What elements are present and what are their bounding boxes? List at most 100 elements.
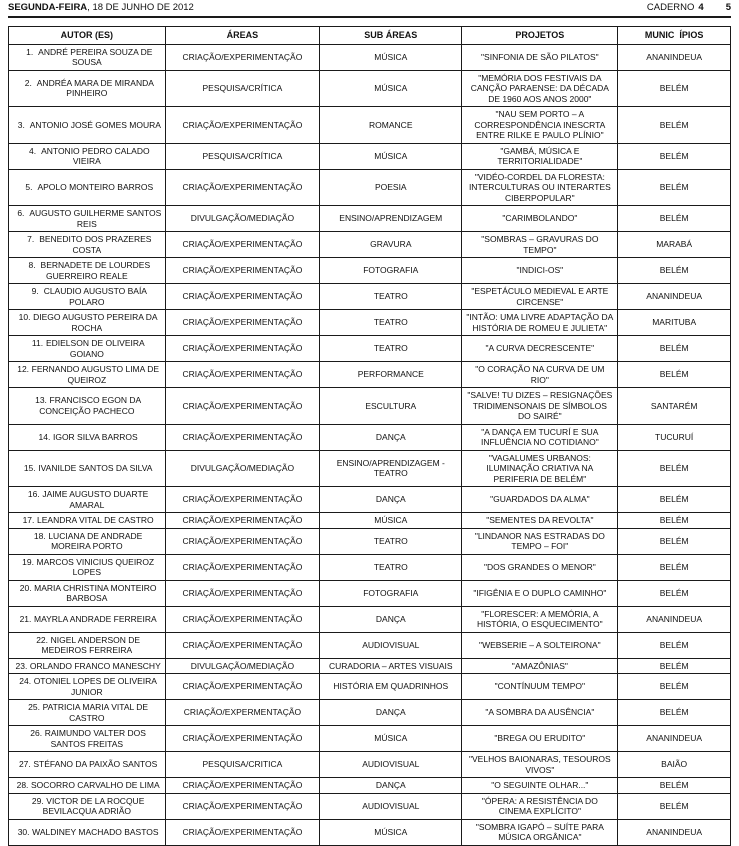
author-name: WALDINEY MACHADO BASTOS	[32, 826, 159, 837]
cell-project: "GUARDADOS DA ALMA"	[461, 486, 619, 513]
cell-sub-area: TEATRO	[319, 553, 463, 581]
cell-municipality: BELÉM	[617, 527, 731, 555]
row-number: 13.	[35, 395, 47, 406]
cell-author: 19. MARCOS VINICIUS QUEIROZ LOPES	[8, 553, 166, 581]
cell-project: "ESPETÁCULO MEDIEVAL E ARTE CIRCENSE"	[461, 283, 619, 310]
cell-author: 24. OTONIEL LOPES DE OLIVEIRA JUNIOR	[8, 673, 166, 700]
table-row: 25. PATRICIA MARIA VITAL DE CASTRO CRIAÇÃ…	[8, 699, 731, 726]
cell-project: "VIDÉO-CORDEL DA FLORESTA: INTERCULTURAS…	[461, 168, 619, 206]
cell-project: "AMAZÔNIAS"	[461, 657, 619, 674]
cell-area: CRIAÇÃO/EXPERIMENTAÇÃO	[164, 106, 321, 144]
cell-project: "A SOMBRA DA AUSÊNCIA"	[461, 699, 619, 726]
table-row: 21. MAYRLA ANDRADE FERREIRA CRIAÇÃO/EXPER…	[8, 605, 731, 633]
author-name: BENEDITO DOS PRAZERES COSTA	[39, 234, 152, 255]
cell-municipality: BELÉM	[617, 657, 731, 674]
cell-sub-area: MÚSICA	[319, 142, 463, 170]
cell-area: CRIAÇÃO/EXPERIMENTAÇÃO	[164, 283, 321, 310]
table-body: 1. ANDRÉ PEREIRA SOUZA DE SOUSA CRIAÇÃO/E…	[8, 43, 731, 846]
cell-municipality: ANANINDEUA	[617, 43, 731, 71]
author-name: MARCOS VINICIUS QUEIROZ LOPES	[36, 556, 155, 578]
cell-municipality: BELÉM	[617, 335, 731, 362]
cell-project: "SEMENTES DA REVOLTA"	[461, 512, 619, 529]
author-name: NIGEL ANDERSON DE MEDEIROS FERREIRA	[41, 634, 141, 656]
row-number: 19.	[22, 556, 34, 567]
cell-sub-area: PERFORMANCE	[319, 361, 463, 388]
cell-author: 27. STÉFANO DA PAIXÃO SANTOS	[8, 751, 166, 778]
table-row: 6. AUGUSTO GUILHERME SANTOS REIS DIVULGAÇ…	[8, 205, 731, 232]
col-header-areas: ÁREAS	[164, 26, 321, 45]
cell-project: "LINDANOR NAS ESTRADAS DO TEMPO – FOI"	[461, 527, 619, 555]
row-number: 10.	[18, 312, 31, 322]
row-number: 23.	[15, 660, 28, 671]
cell-area: PESQUISA/CRÍTICA	[164, 69, 321, 107]
caderno-info: CADERNO 4 5	[647, 2, 731, 13]
cell-area: CRIAÇÃO/EXPERIMENTAÇÃO	[164, 387, 321, 425]
cell-author: 26. RAIMUNDO VALTER DOS SANTOS FREITAS	[8, 725, 166, 752]
cell-municipality: BELÉM	[617, 486, 731, 513]
cell-author: 3. ANTONIO JOSÉ GOMES MOURA	[8, 106, 166, 144]
author-name: RAIMUNDO VALTER DOS SANTOS FREITAS	[44, 728, 146, 749]
cell-sub-area: DANÇA	[319, 605, 463, 633]
cell-author: 23. ORLANDO FRANCO MANESCHY	[8, 657, 166, 674]
author-name: AUGUSTO GUILHERME SANTOS REIS	[29, 208, 162, 229]
cell-sub-area: ROMANCE	[319, 106, 463, 144]
author-name: CLAUDIO AUGUSTO BAÍA POLARO	[43, 286, 147, 307]
cell-municipality: BELÉM	[617, 106, 731, 144]
cell-area: CRIAÇÃO/EXPERIMENTAÇÃO	[164, 423, 321, 451]
cell-area: CRIAÇÃO/EXPERIMENTAÇÃO	[164, 605, 321, 633]
cell-municipality: BAIÃO	[617, 751, 731, 778]
row-number: 9.	[31, 286, 39, 296]
cell-municipality: BELÉM	[617, 69, 731, 107]
cell-area: CRIAÇÃO/EXPERIMENTAÇÃO	[164, 818, 321, 846]
cell-municipality: ANANINDEUA	[617, 725, 731, 752]
table-header-row: AUTOR (ES) ÁREAS SUB ÁREAS PROJETOS MUNI…	[8, 26, 731, 45]
cell-project: "VELHOS BAIONARAS, TESOUROS VIVOS"	[461, 751, 619, 778]
row-number: 7.	[27, 234, 35, 244]
table-row: 22. NIGEL ANDERSON DE MEDEIROS FERREIRA C…	[8, 631, 731, 659]
cell-sub-area: TEATRO	[319, 309, 463, 336]
col-header-autor: AUTOR (ES)	[8, 26, 166, 45]
cell-area: CRIAÇÃO/EXPERIMENTAÇÃO	[164, 792, 321, 820]
author-name: MARIA CHRISTINA MONTEIRO BARBOSA	[34, 582, 157, 604]
row-number: 25.	[28, 702, 40, 712]
table-row: 19. MARCOS VINICIUS QUEIROZ LOPES CRIAÇÃO…	[8, 553, 731, 581]
table-row: 16. JAIME AUGUSTO DUARTE AMARAL CRIAÇÃO/E…	[8, 486, 731, 513]
author-name: IGOR SILVA BARROS	[52, 431, 138, 442]
caderno-number: 4	[698, 2, 704, 13]
table-row: 28. SOCORRO CARVALHO DE LIMA CRIAÇÃO/EXPE…	[8, 777, 731, 794]
cell-area: CRIAÇÃO/EXPERIMENTAÇÃO	[164, 512, 321, 529]
cell-sub-area: AUDIOVISUAL	[319, 631, 463, 659]
cell-sub-area: DANÇA	[319, 423, 463, 451]
cell-sub-area: HISTÓRIA EM QUADRINHOS	[319, 673, 463, 700]
table-row: 26. RAIMUNDO VALTER DOS SANTOS FREITAS CR…	[8, 725, 731, 752]
cell-author: 6. AUGUSTO GUILHERME SANTOS REIS	[8, 205, 166, 232]
caderno-label: CADERNO	[646, 2, 695, 13]
row-number: 29.	[31, 795, 44, 806]
table-row: 9. CLAUDIO AUGUSTO BAÍA POLARO CRIAÇÃO/EX…	[8, 283, 731, 310]
cell-area: CRIAÇÃO/EXPERIMENTAÇÃO	[164, 309, 321, 336]
cell-sub-area: DANÇA	[319, 699, 463, 726]
col-header-projetos: PROJETOS	[461, 26, 619, 45]
cell-area: DIVULGAÇÃO/MEDIAÇÃO	[164, 657, 321, 674]
cell-author: 2. ANDRÉA MARA DE MIRANDA PINHEIRO	[8, 69, 166, 107]
cell-municipality: ANANINDEUA	[617, 818, 731, 846]
cell-municipality: ANANINDEUA	[617, 605, 731, 633]
cell-municipality: MARABÁ	[617, 231, 731, 258]
cell-sub-area: TEATRO	[319, 335, 463, 362]
cell-municipality: BELÉM	[617, 699, 731, 726]
cell-project: "MEMÓRIA DOS FESTIVAIS DA CANÇÃO PARAENS…	[461, 69, 619, 107]
cell-area: CRIAÇÃO/EXPERIMENTAÇÃO	[164, 777, 321, 794]
row-number: 21.	[19, 613, 32, 624]
table-row: 15. IVANILDE SANTOS DA SILVA DIVULGAÇÃO/M…	[8, 449, 731, 487]
cell-author: 13. FRANCISCO EGON DA CONCEIÇÃO PACHECO	[8, 387, 166, 425]
author-name: STÉFANO DA PAIXÃO SANTOS	[33, 759, 158, 770]
row-number: 18.	[33, 530, 46, 541]
cell-sub-area: AUDIOVISUAL	[319, 751, 463, 778]
cell-project: "O CORAÇÃO NA CURVA DE UM RIO"	[461, 361, 619, 388]
cell-municipality: TUCURUÍ	[617, 423, 731, 451]
header-rule	[8, 16, 731, 18]
cell-municipality: BELÉM	[617, 673, 731, 700]
author-name: JAIME AUGUSTO DUARTE AMARAL	[42, 489, 149, 510]
author-name: OTONIEL LOPES DE OLIVEIRA JUNIOR	[33, 676, 157, 697]
cell-sub-area: ESCULTURA	[319, 387, 463, 425]
